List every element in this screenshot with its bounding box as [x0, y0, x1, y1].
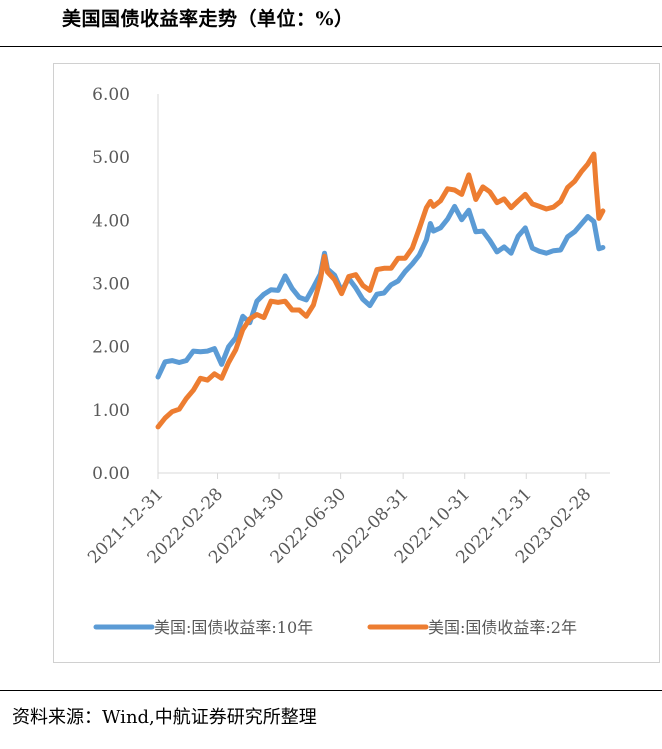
source-note: 资料来源：Wind,中航证券研究所整理 — [12, 707, 317, 728]
y-tick-label: 0.00 — [92, 464, 130, 484]
y-tick-label: 5.00 — [92, 148, 130, 168]
legend-label: 美国:国债收益率:2年 — [428, 618, 577, 637]
series-line-2y — [155, 151, 606, 430]
legend: 美国:国债收益率:10年 美国:国债收益率:2年 — [93, 618, 577, 637]
plot-lines — [155, 151, 606, 430]
y-tick-label: 6.00 — [92, 85, 130, 105]
source-rule — [0, 690, 662, 691]
chart-frame — [53, 63, 660, 663]
x-axis: 2021-12-312022-02-282022-04-302022-06-30… — [84, 472, 610, 568]
y-tick-label: 1.00 — [92, 401, 130, 421]
title-rule — [0, 46, 662, 47]
y-tick-label: 2.00 — [92, 338, 130, 358]
chart-title: 美国国债收益率走势（单位：%） — [62, 8, 354, 30]
y-tick-label: 4.00 — [92, 211, 130, 231]
legend-label: 美国:国债收益率:10年 — [154, 618, 313, 637]
y-tick-label: 3.00 — [92, 275, 130, 295]
y-axis: 0.00 1.00 2.00 3.00 4.00 5.00 6.00 — [92, 85, 159, 484]
series-line-10y — [155, 203, 606, 380]
